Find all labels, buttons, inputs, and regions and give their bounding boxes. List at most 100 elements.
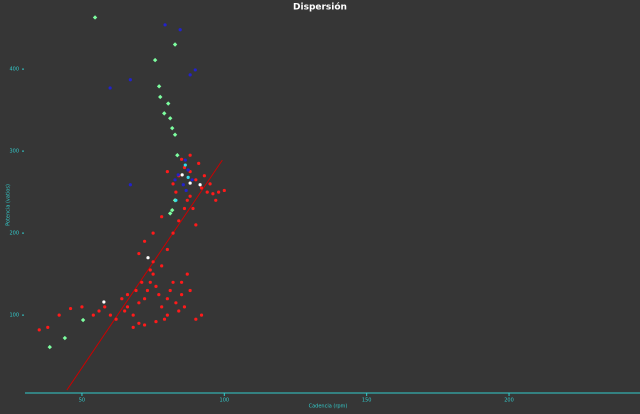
point — [177, 309, 181, 313]
point — [178, 28, 182, 32]
y-tick-label: 300 — [9, 149, 19, 155]
point — [160, 305, 164, 309]
point — [199, 313, 204, 317]
x-axis-label: Cadencia (rpm) — [309, 404, 348, 410]
point — [158, 94, 163, 100]
x-tick-label: 100 — [220, 398, 230, 404]
trend-line — [66, 159, 223, 391]
point — [137, 252, 141, 256]
point — [162, 317, 167, 321]
point — [131, 325, 135, 329]
point — [211, 192, 215, 196]
point — [174, 301, 178, 305]
point — [182, 206, 187, 211]
point — [188, 181, 192, 185]
point — [131, 313, 135, 317]
point — [184, 188, 188, 193]
point — [179, 293, 184, 297]
point — [114, 317, 118, 321]
point — [92, 15, 98, 20]
point — [80, 317, 86, 323]
point — [108, 313, 113, 317]
point — [47, 344, 52, 350]
y-tick-label: 200 — [9, 231, 19, 237]
point — [188, 288, 192, 293]
point — [191, 206, 195, 211]
point — [214, 198, 218, 202]
point — [176, 173, 180, 177]
point — [168, 116, 173, 121]
point — [194, 178, 198, 182]
point — [137, 321, 141, 325]
point — [188, 153, 192, 157]
point — [97, 309, 101, 313]
point — [198, 183, 202, 187]
point — [174, 198, 178, 202]
point — [168, 288, 172, 293]
x-tick-label: 150 — [362, 398, 372, 404]
point — [62, 335, 68, 341]
point — [170, 207, 175, 213]
point — [140, 280, 144, 284]
point — [103, 305, 107, 309]
point — [182, 305, 187, 309]
point — [175, 153, 180, 158]
point — [154, 284, 158, 288]
point — [208, 182, 212, 186]
chart-title: Dispersión — [293, 2, 347, 13]
point — [160, 215, 164, 219]
point — [57, 313, 61, 317]
point — [68, 306, 73, 311]
point — [183, 158, 187, 162]
point — [194, 223, 198, 227]
point — [91, 313, 95, 317]
point — [186, 168, 190, 172]
point — [185, 198, 189, 202]
point — [80, 305, 84, 309]
point — [160, 264, 164, 268]
point — [199, 186, 204, 190]
point — [128, 183, 132, 187]
point — [165, 170, 169, 174]
point — [142, 239, 147, 243]
point — [186, 175, 190, 179]
point — [152, 57, 158, 63]
point — [172, 42, 178, 47]
point — [125, 293, 130, 297]
point — [171, 182, 175, 186]
point — [128, 78, 132, 82]
point — [148, 280, 152, 284]
point — [179, 280, 184, 284]
point — [188, 73, 192, 77]
point — [142, 297, 147, 301]
point — [202, 174, 206, 178]
point — [142, 323, 147, 327]
point — [168, 211, 173, 216]
point — [177, 219, 181, 223]
point — [148, 268, 152, 272]
point — [193, 68, 197, 72]
point — [165, 247, 169, 252]
point — [194, 317, 198, 321]
point — [151, 260, 155, 264]
point — [188, 194, 192, 198]
point — [134, 288, 138, 293]
point — [120, 297, 124, 301]
point — [123, 309, 127, 313]
point — [217, 190, 221, 194]
point — [154, 320, 158, 324]
point — [163, 23, 167, 27]
y-axis-label: Potencia (vatios) — [6, 184, 12, 226]
point — [166, 101, 171, 106]
point — [165, 313, 169, 317]
point — [182, 165, 187, 170]
point — [37, 328, 41, 332]
point — [157, 293, 161, 297]
x-tick-label: 200 — [504, 398, 514, 404]
point — [46, 325, 50, 329]
point — [190, 178, 194, 182]
point — [170, 125, 175, 131]
y-tick-label: 100 — [9, 313, 19, 319]
